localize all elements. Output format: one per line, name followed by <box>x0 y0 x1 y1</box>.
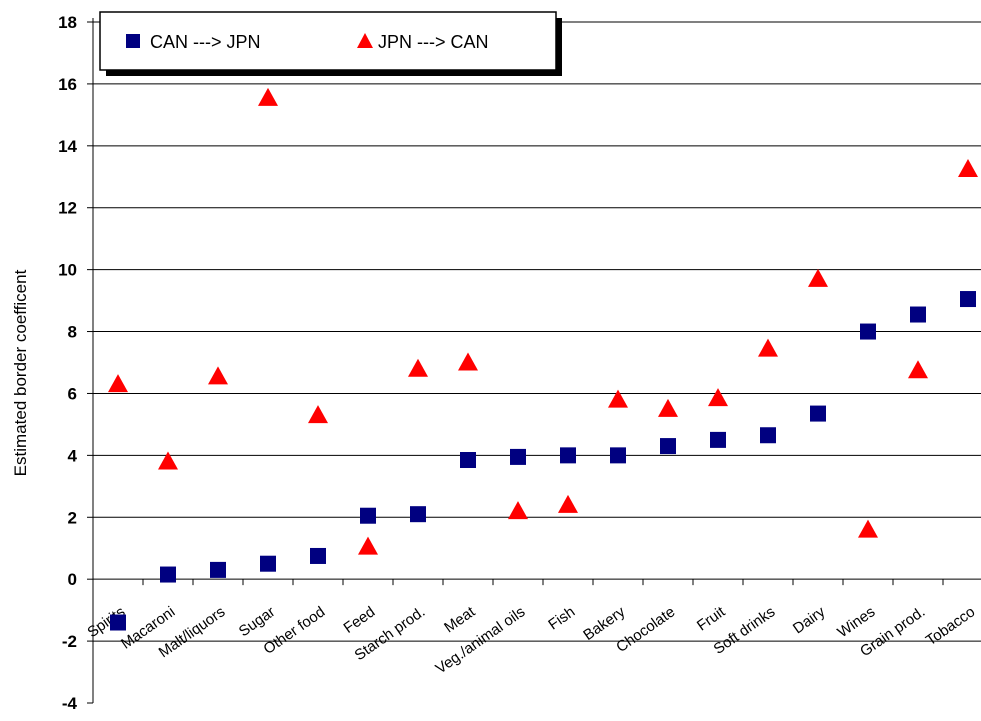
point-can-jpn <box>210 561 226 578</box>
point-jpn-can <box>308 405 328 424</box>
point-jpn-can <box>108 374 128 393</box>
point-jpn-can <box>908 360 928 379</box>
point-can-jpn <box>460 452 476 469</box>
x-tick-label: Feed <box>341 603 379 637</box>
legend-marker-can-jpn <box>126 34 140 48</box>
legend-box <box>99 11 557 71</box>
point-jpn-can <box>608 389 628 408</box>
point-jpn-can <box>758 338 778 357</box>
y-tick-label: 14 <box>58 137 77 156</box>
point-can-jpn <box>710 431 726 448</box>
y-tick-label: 2 <box>68 508 77 527</box>
point-can-jpn <box>310 547 326 564</box>
point-can-jpn <box>260 555 276 572</box>
legend: CAN ---> JPN JPN ---> CAN <box>99 11 562 76</box>
point-can-jpn <box>560 447 576 464</box>
point-can-jpn <box>660 438 676 455</box>
gridlines <box>93 21 981 642</box>
point-can-jpn <box>760 427 776 444</box>
y-tick-label: 0 <box>68 570 77 589</box>
point-jpn-can <box>808 268 828 287</box>
point-can-jpn <box>110 614 126 631</box>
y-tick-labels: -4 -2 0 2 4 6 8 10 12 14 16 18 <box>58 13 77 713</box>
point-can-jpn <box>860 323 876 340</box>
x-tick-label: Tobacco <box>923 603 979 649</box>
x-tick-label: Veg./animal oils <box>432 603 528 677</box>
point-can-jpn <box>510 448 526 465</box>
point-jpn-can <box>358 536 378 555</box>
point-jpn-can <box>458 352 478 371</box>
y-tick-label: 12 <box>58 199 77 218</box>
point-jpn-can <box>258 87 278 106</box>
point-jpn-can <box>508 501 528 520</box>
y-axis-title: Estimated border coefficent <box>11 269 30 476</box>
y-tick-label: -2 <box>62 632 77 651</box>
point-can-jpn <box>610 447 626 464</box>
point-can-jpn <box>360 507 376 524</box>
x-tick-label: Meat <box>441 603 479 637</box>
series-points <box>108 87 978 631</box>
point-can-jpn <box>410 506 426 523</box>
x-tick-label: Dairy <box>790 603 829 637</box>
point-can-jpn <box>160 566 176 583</box>
point-can-jpn <box>960 291 976 308</box>
point-jpn-can <box>558 494 578 513</box>
point-can-jpn <box>910 306 926 323</box>
point-jpn-can <box>208 366 228 385</box>
point-jpn-can <box>658 398 678 417</box>
y-tick-label: 6 <box>68 384 77 403</box>
point-jpn-can <box>708 388 728 407</box>
axes <box>87 18 981 704</box>
legend-label-jpn-can: JPN ---> CAN <box>378 32 489 52</box>
point-jpn-can <box>408 358 428 377</box>
y-tick-label: 4 <box>68 446 78 465</box>
y-tick-label: 10 <box>58 261 77 280</box>
point-jpn-can <box>858 519 878 538</box>
point-jpn-can <box>958 159 978 178</box>
y-tick-label: 18 <box>58 13 77 32</box>
y-tick-label: -4 <box>62 694 78 713</box>
point-can-jpn <box>810 405 826 422</box>
x-tick-label: Fish <box>545 603 578 633</box>
x-tick-label: Fruit <box>694 603 729 635</box>
y-tick-label: 8 <box>68 323 77 342</box>
legend-marker-jpn-can <box>357 33 373 48</box>
legend-label-can-jpn: CAN ---> JPN <box>150 32 261 52</box>
y-tick-label: 16 <box>58 75 77 94</box>
x-tick-label: Sugar <box>236 603 279 640</box>
point-jpn-can <box>158 451 178 470</box>
